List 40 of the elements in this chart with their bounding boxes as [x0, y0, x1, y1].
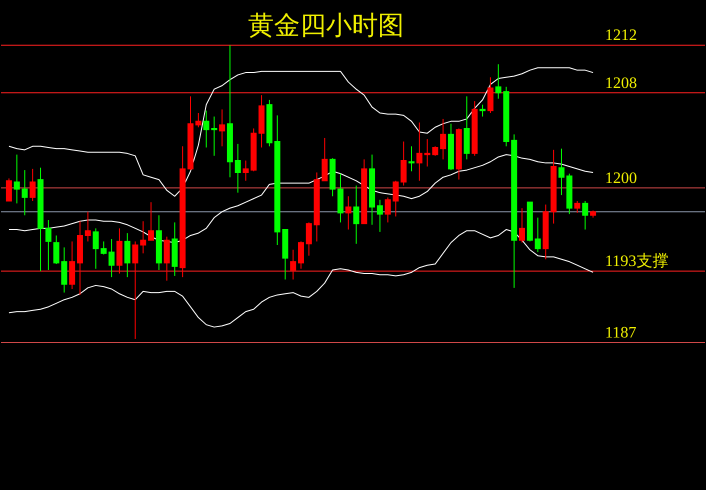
- candlestick: [416, 122, 422, 182]
- candlestick: [440, 118, 446, 160]
- candlestick: [298, 240, 304, 270]
- candlestick: [345, 196, 352, 230]
- ref-line-label: 1187: [605, 324, 636, 342]
- candlestick: [353, 185, 360, 244]
- candlestick: [219, 108, 226, 147]
- candlestick: [337, 173, 344, 223]
- candlestick: [84, 211, 91, 242]
- candlestick: [534, 217, 541, 253]
- candlestick: [408, 146, 415, 172]
- candlestick: [164, 236, 170, 282]
- ref-line-label: 1193支撑: [605, 252, 668, 270]
- candlestick: [140, 220, 146, 254]
- candlestick: [124, 232, 130, 278]
- candlestick: [558, 148, 564, 196]
- candlestick: [108, 238, 115, 278]
- candlestick: [45, 220, 52, 270]
- ref-line-label: 1212: [605, 27, 637, 44]
- ref-line-label: 1208: [605, 74, 637, 92]
- candlestick: [306, 222, 312, 256]
- ref-line-label: 1200: [605, 170, 637, 187]
- candlestick: [400, 141, 407, 186]
- candlestick: [582, 200, 588, 230]
- candlestick: [290, 249, 296, 280]
- candlestick: [30, 168, 36, 202]
- text: 黄金四小时图: [248, 11, 404, 41]
- candlestick: [116, 228, 122, 274]
- candlestick: [234, 143, 241, 194]
- candlestick: [480, 104, 486, 118]
- candlestick: [574, 200, 580, 214]
- candlestick: [242, 160, 249, 182]
- candlestick: [487, 76, 494, 114]
- candlestick: [69, 240, 76, 290]
- candlestick: [132, 240, 138, 340]
- candlestick: [148, 202, 154, 241]
- candlestick: [376, 199, 383, 232]
- candlestick: [519, 208, 526, 244]
- candlestick: [195, 112, 202, 128]
- candlestick: [6, 178, 12, 202]
